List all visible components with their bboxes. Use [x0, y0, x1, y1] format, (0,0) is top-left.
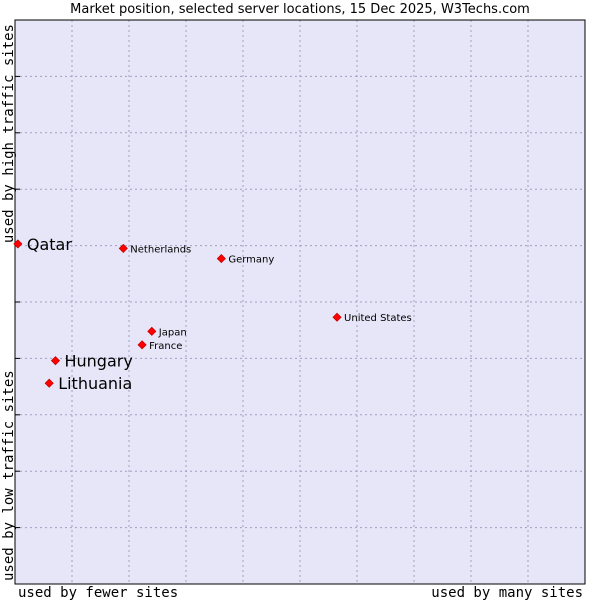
point-label: Germany	[228, 255, 274, 266]
point-label: United States	[344, 313, 412, 324]
point-marker	[216, 254, 226, 264]
chart-title: Market position, selected server locatio…	[70, 2, 530, 17]
point-france: France	[137, 340, 182, 352]
point-label: Hungary	[64, 352, 132, 371]
point-label: Netherlands	[130, 244, 191, 255]
point-marker	[44, 378, 54, 388]
point-netherlands: Netherlands	[118, 243, 191, 255]
grid-lines	[15, 20, 585, 584]
point-germany: Germany	[216, 254, 274, 266]
x-axis-label-left: used by fewer sites	[18, 585, 178, 600]
point-lithuania: Lithuania	[44, 374, 132, 393]
y-axis-label-bottom: used by low traffic sites	[1, 370, 17, 581]
point-united-states: United States	[332, 312, 412, 324]
point-marker	[13, 239, 23, 249]
point-label: France	[149, 341, 182, 352]
x-axis-label-right: used by many sites	[431, 585, 583, 600]
point-marker	[137, 340, 147, 350]
point-label: Qatar	[27, 235, 72, 254]
point-label: Lithuania	[58, 374, 132, 393]
point-marker	[332, 312, 342, 322]
point-hungary: Hungary	[50, 352, 133, 371]
data-points: Qatar Netherlands Germany United States Japa…	[13, 235, 412, 393]
point-marker	[50, 356, 61, 366]
point-qatar: Qatar	[13, 235, 72, 254]
plot-border	[14, 19, 586, 585]
point-japan: Japan	[147, 326, 187, 338]
y-axis-label-top: used by high traffic sites	[1, 24, 17, 243]
point-marker	[118, 243, 128, 253]
point-label: Japan	[158, 327, 187, 338]
point-marker	[147, 326, 157, 336]
